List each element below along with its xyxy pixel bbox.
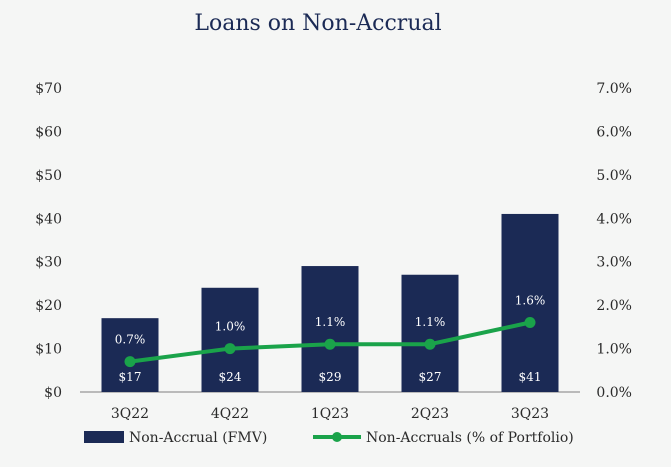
line-data-label: 0.7%	[115, 333, 146, 347]
y-left-tick-label: $20	[35, 298, 62, 314]
legend: Non-Accrual (FMV) Non-Accruals (% of Port…	[84, 430, 574, 446]
y-right-tick-label: 1.0%	[596, 342, 632, 358]
legend-line-label: Non-Accruals (% of Portfolio)	[366, 430, 574, 446]
bar	[201, 287, 259, 392]
bar-data-label: $27	[419, 370, 442, 384]
y-right-tick-label: 0.0%	[596, 385, 632, 401]
x-tick-label: 1Q23	[311, 406, 349, 422]
y-right-tick-label: 7.0%	[596, 81, 632, 97]
line-point	[324, 338, 336, 350]
line-point	[124, 356, 136, 368]
line-series: 0.7% 1.0% 1.1% 1.1% 1.6%	[115, 294, 546, 368]
y-left-tick-label: $40	[35, 211, 62, 227]
y-right-tick-label: 2.0%	[596, 298, 632, 314]
line-point	[424, 338, 436, 350]
line-data-label: 1.1%	[315, 315, 346, 329]
y-left-tick-label: $70	[35, 81, 62, 97]
line-point	[524, 317, 536, 329]
y-right-tick-label: 4.0%	[596, 211, 632, 227]
x-tick-label: 3Q22	[111, 406, 149, 422]
bar	[301, 266, 359, 392]
y-right-axis-ticks: 0.0% 1.0% 2.0% 3.0% 4.0% 5.0% 6.0% 7.0%	[596, 81, 632, 401]
line-data-label: 1.0%	[215, 320, 246, 334]
y-left-tick-label: $50	[35, 168, 62, 184]
bar	[101, 318, 159, 392]
legend-bar-swatch	[84, 431, 124, 443]
y-left-tick-label: $30	[35, 255, 62, 271]
legend-line-marker	[332, 432, 342, 442]
y-left-tick-label: $60	[35, 124, 62, 140]
bar	[501, 213, 559, 392]
line-point	[224, 343, 236, 355]
y-right-tick-label: 5.0%	[596, 168, 632, 184]
line-data-label: 1.1%	[415, 315, 446, 329]
line-data-label: 1.6%	[515, 294, 546, 308]
bar-data-label: $24	[219, 370, 242, 384]
x-tick-label: 3Q23	[511, 406, 549, 422]
y-left-axis-ticks: $0 $10 $20 $30 $40 $50 $60 $70	[35, 81, 62, 401]
x-axis-ticks: 3Q22 4Q22 1Q23 2Q23 3Q23	[111, 406, 549, 422]
bar-series: $17 $24 $29 $27 $41	[101, 213, 559, 392]
y-left-tick-label: $0	[44, 385, 62, 401]
legend-bar-label: Non-Accrual (FMV)	[129, 430, 267, 446]
bar-data-label: $41	[519, 370, 542, 384]
x-tick-label: 4Q22	[211, 406, 249, 422]
bar-data-label: $29	[319, 370, 342, 384]
bar	[401, 274, 459, 392]
y-left-tick-label: $10	[35, 342, 62, 358]
chart-title: Loans on Non-Accrual	[194, 11, 441, 36]
y-right-tick-label: 3.0%	[596, 255, 632, 271]
y-right-tick-label: 6.0%	[596, 124, 632, 140]
bar-data-label: $17	[119, 370, 142, 384]
x-tick-label: 2Q23	[411, 406, 449, 422]
